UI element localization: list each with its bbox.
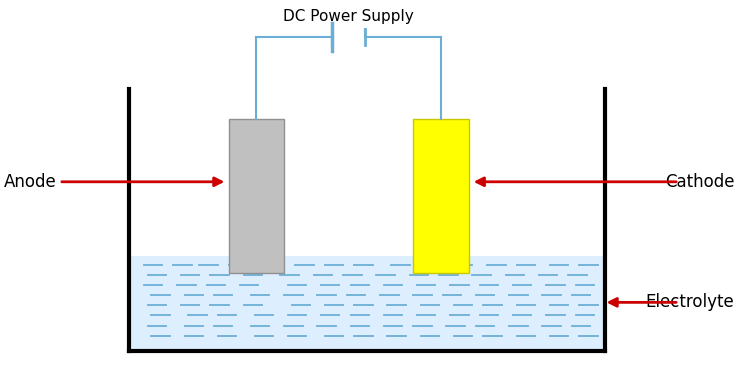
Text: DC Power Supply: DC Power Supply <box>283 9 414 24</box>
Bar <box>131 256 603 349</box>
Bar <box>229 119 284 273</box>
Bar <box>413 119 469 273</box>
Text: Anode: Anode <box>4 173 56 191</box>
Text: Electrolyte: Electrolyte <box>646 293 734 311</box>
Text: Cathode: Cathode <box>665 173 734 191</box>
